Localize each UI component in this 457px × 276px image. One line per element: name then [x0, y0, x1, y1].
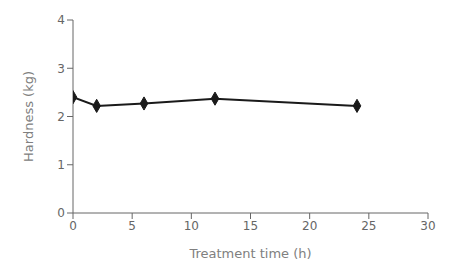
- svg-text:5: 5: [128, 219, 136, 233]
- svg-text:Treatment time (h): Treatment time (h): [188, 246, 311, 261]
- svg-text:1: 1: [57, 158, 65, 172]
- svg-text:Hardness (kg): Hardness (kg): [21, 71, 36, 162]
- svg-text:30: 30: [420, 219, 435, 233]
- svg-text:3: 3: [57, 62, 65, 76]
- svg-text:4: 4: [57, 13, 65, 27]
- svg-text:15: 15: [243, 219, 258, 233]
- svg-text:2: 2: [57, 110, 65, 124]
- svg-text:10: 10: [184, 219, 199, 233]
- svg-text:20: 20: [302, 219, 317, 233]
- svg-text:25: 25: [361, 219, 376, 233]
- svg-text:0: 0: [57, 206, 65, 220]
- svg-text:0: 0: [69, 219, 77, 233]
